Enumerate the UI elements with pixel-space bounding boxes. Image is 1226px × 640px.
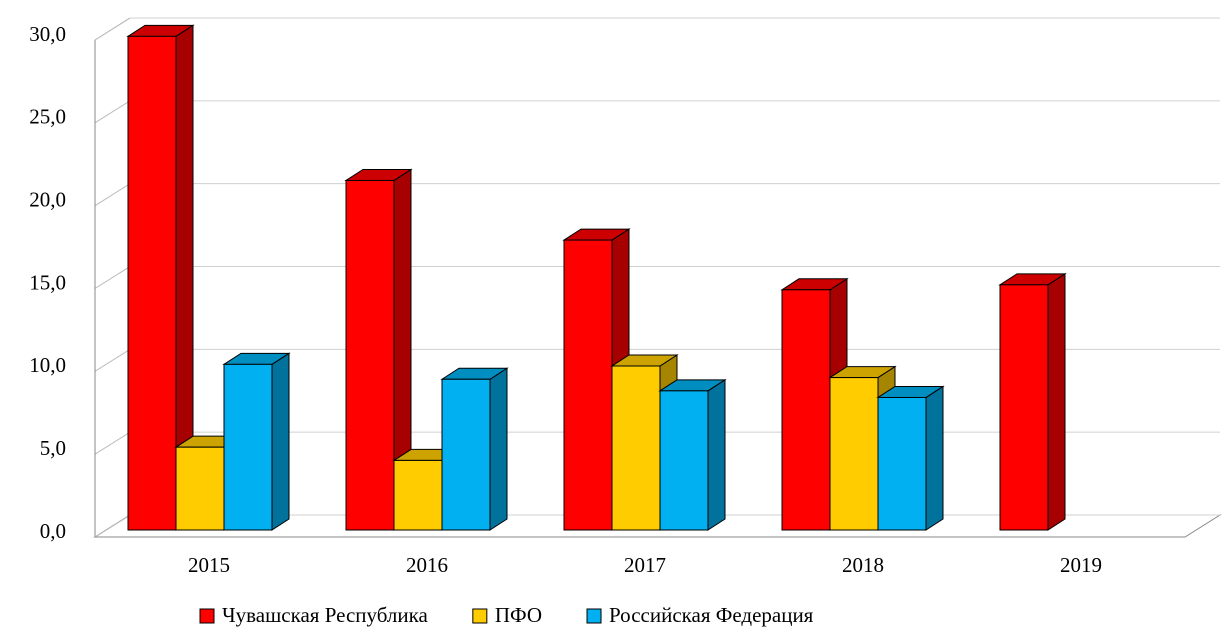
bar-side	[707, 378, 726, 531]
bar-side	[489, 367, 508, 531]
x-tick-label: 2019	[1060, 553, 1102, 577]
legend-swatch	[472, 608, 488, 624]
bar-side	[1047, 272, 1066, 531]
bar	[611, 365, 661, 531]
bar	[563, 239, 613, 531]
bar	[877, 396, 927, 531]
bar	[829, 377, 879, 531]
legend-swatch	[199, 608, 215, 624]
legend-label: Российская Федерация	[609, 603, 814, 627]
wall-grid-line	[94, 431, 131, 455]
wall-grid-line	[94, 100, 131, 124]
x-tick-label: 2017	[624, 553, 666, 577]
bar-side	[271, 352, 290, 531]
y-tick-label: 5,0	[40, 436, 66, 460]
y-tick-label: 15,0	[29, 270, 66, 294]
bar	[345, 179, 395, 531]
y-tick-label: 30,0	[29, 22, 66, 46]
wall-grid-line	[94, 183, 131, 207]
y-tick-label: 10,0	[29, 353, 66, 377]
bar	[999, 284, 1049, 531]
wall-grid-line	[94, 17, 131, 41]
x-tick-label: 2018	[842, 553, 884, 577]
wall-grid-line	[94, 266, 131, 289]
bar	[223, 363, 273, 531]
y-tick-label: 0,0	[40, 519, 66, 543]
bar	[441, 378, 491, 531]
bar	[659, 390, 709, 531]
bar	[175, 446, 225, 531]
bar	[127, 35, 177, 531]
legend-label: Чувашская Республика	[222, 603, 429, 627]
y-tick-label: 20,0	[29, 187, 66, 211]
bar	[781, 289, 831, 531]
y-tick-label: 25,0	[29, 105, 66, 129]
bar	[393, 459, 443, 531]
legend-label: ПФО	[495, 603, 542, 627]
legend-swatch	[586, 608, 602, 624]
wall-grid-line	[94, 514, 131, 538]
x-tick-label: 2015	[188, 553, 230, 577]
bar-side	[925, 385, 944, 531]
x-tick-label: 2016	[406, 553, 448, 577]
wall-grid-line	[94, 348, 131, 372]
